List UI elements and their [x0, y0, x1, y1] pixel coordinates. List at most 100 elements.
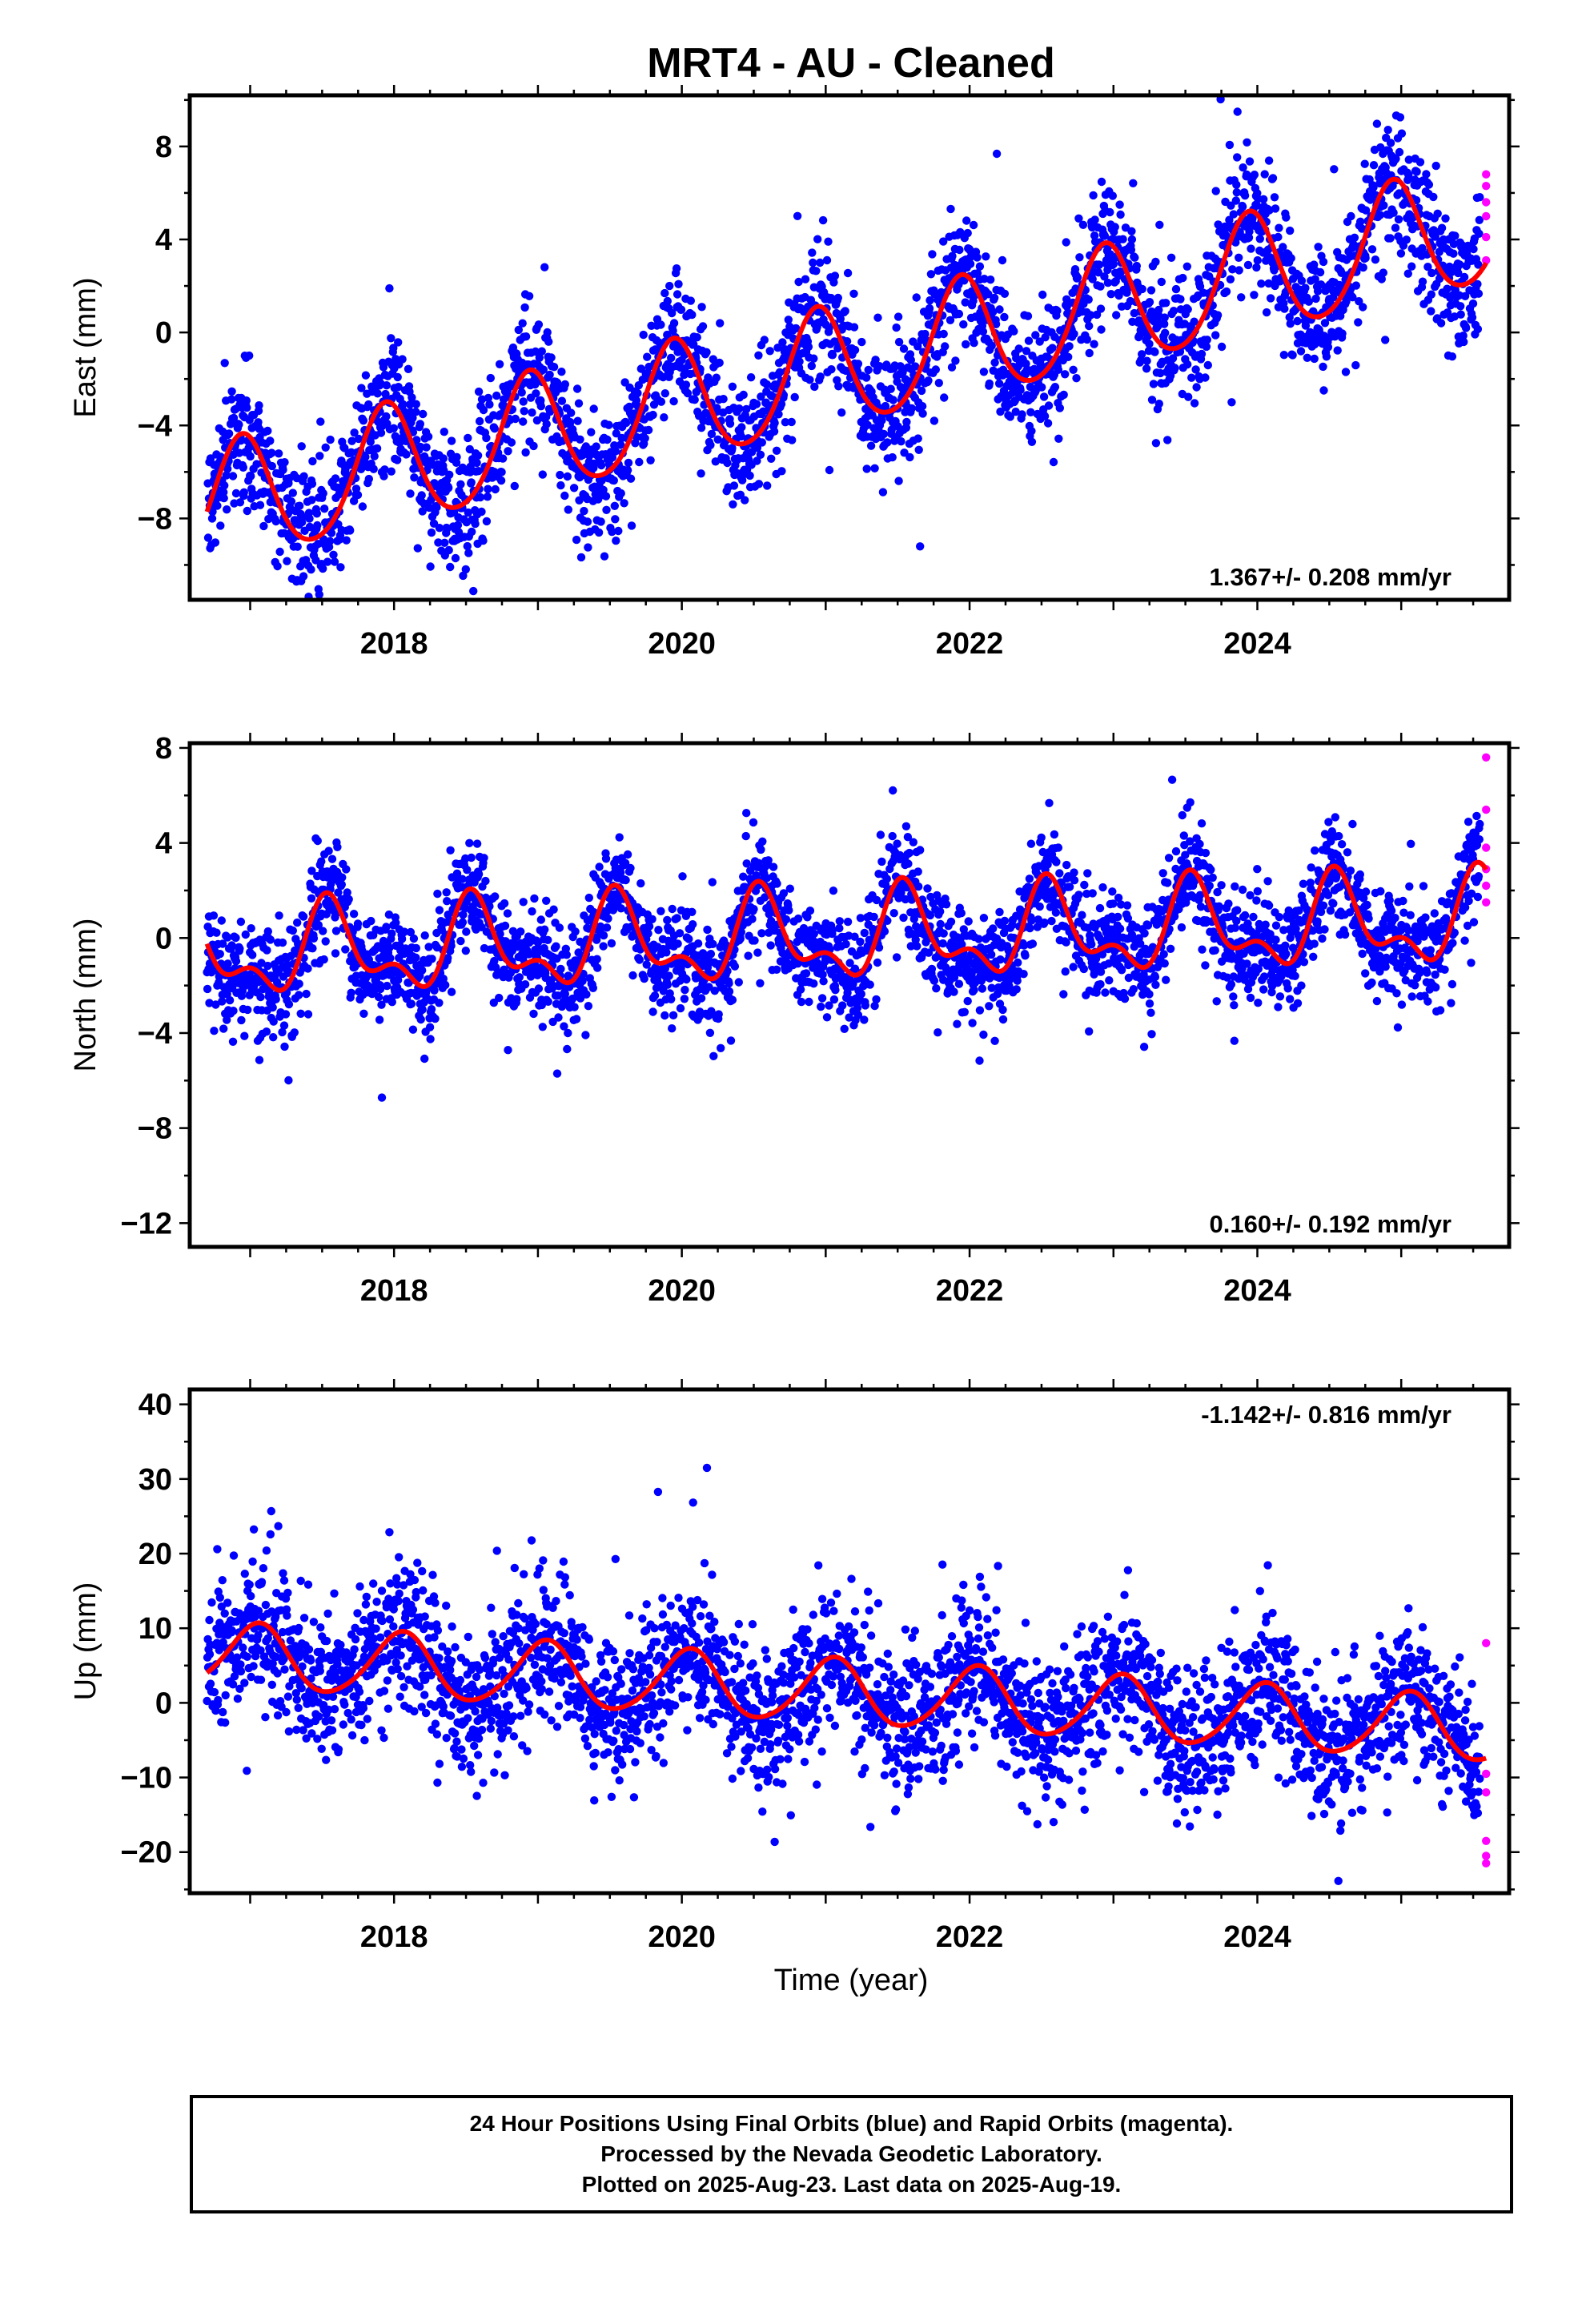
- final-point: [1397, 129, 1407, 138]
- final-point: [228, 472, 238, 480]
- final-point: [1038, 383, 1046, 392]
- final-point: [1474, 260, 1483, 269]
- final-point: [549, 363, 559, 372]
- final-point: [1270, 193, 1279, 202]
- final-point: [745, 471, 754, 480]
- final-point: [1407, 262, 1416, 271]
- final-point: [603, 435, 612, 444]
- final-point: [263, 946, 271, 955]
- final-point: [203, 533, 213, 542]
- final-point: [560, 380, 569, 389]
- final-point: [1041, 333, 1050, 342]
- final-point: [757, 438, 766, 447]
- final-point: [408, 393, 416, 402]
- final-point: [472, 458, 481, 468]
- final-point: [274, 449, 283, 458]
- final-point: [1350, 233, 1359, 242]
- final-point: [714, 1010, 723, 1019]
- final-point: [263, 927, 272, 936]
- final-point: [1231, 238, 1240, 247]
- final-point: [236, 436, 246, 445]
- final-point: [325, 537, 335, 545]
- final-point: [750, 936, 759, 945]
- final-point: [257, 959, 266, 967]
- final-point: [1250, 171, 1259, 179]
- final-point: [628, 971, 637, 980]
- final-point: [816, 1002, 825, 1011]
- final-point: [313, 836, 322, 846]
- final-point: [375, 984, 385, 994]
- final-point: [1024, 336, 1034, 345]
- final-point: [1379, 201, 1388, 210]
- final-point: [1311, 275, 1319, 283]
- final-point: [991, 320, 1001, 328]
- final-point: [530, 894, 539, 903]
- final-point: [954, 979, 964, 988]
- final-point: [486, 373, 495, 383]
- final-point: [980, 275, 989, 283]
- final-point: [1062, 238, 1070, 247]
- final-point: [899, 344, 909, 353]
- final-point: [412, 400, 420, 408]
- final-point: [785, 884, 794, 893]
- final-point: [763, 481, 772, 490]
- final-point: [296, 601, 304, 609]
- final-point: [556, 470, 564, 480]
- final-point: [889, 909, 898, 918]
- final-point: [1237, 293, 1246, 302]
- final-point: [741, 496, 749, 505]
- final-point: [1460, 292, 1470, 300]
- final-point: [574, 948, 583, 957]
- final-point: [1127, 227, 1136, 235]
- y-tick-label: 4: [155, 223, 172, 257]
- final-point: [635, 955, 644, 964]
- final-point: [451, 553, 460, 563]
- final-point: [539, 365, 548, 374]
- final-point: [1456, 302, 1465, 311]
- final-point: [831, 986, 840, 995]
- final-point: [857, 990, 866, 999]
- final-point: [595, 862, 604, 871]
- final-point: [769, 427, 779, 436]
- final-point: [1316, 280, 1326, 289]
- final-point: [544, 935, 552, 945]
- final-point: [353, 919, 363, 928]
- final-point: [495, 993, 504, 1003]
- final-point: [995, 305, 1004, 314]
- final-point: [894, 337, 904, 347]
- final-point: [1130, 253, 1139, 262]
- final-point: [485, 902, 494, 911]
- final-point: [1069, 365, 1078, 374]
- final-point: [865, 980, 874, 989]
- final-point: [778, 338, 787, 347]
- final-point: [311, 609, 319, 617]
- final-point: [557, 368, 566, 376]
- final-point: [326, 435, 335, 444]
- final-point: [379, 472, 388, 480]
- final-point: [805, 376, 814, 384]
- final-point: [735, 404, 744, 413]
- x-tick-label: 2024: [1223, 627, 1291, 661]
- final-point: [1286, 226, 1295, 235]
- final-point: [484, 393, 493, 403]
- final-point: [394, 383, 403, 392]
- final-point: [758, 837, 767, 846]
- final-point: [1050, 383, 1060, 392]
- final-point: [1238, 202, 1247, 211]
- final-point: [443, 897, 452, 906]
- final-point: [874, 943, 884, 952]
- final-point: [608, 453, 617, 462]
- final-point: [412, 436, 421, 444]
- final-point: [642, 960, 651, 969]
- final-point: [1412, 167, 1421, 176]
- final-point: [1418, 277, 1427, 286]
- final-point: [978, 327, 988, 336]
- final-point: [461, 565, 470, 574]
- final-point: [216, 521, 225, 530]
- final-point: [435, 524, 444, 533]
- final-point: [968, 1019, 977, 1027]
- final-point: [1395, 113, 1405, 122]
- final-point: [248, 951, 257, 959]
- final-point: [1431, 161, 1440, 171]
- final-point: [828, 351, 837, 360]
